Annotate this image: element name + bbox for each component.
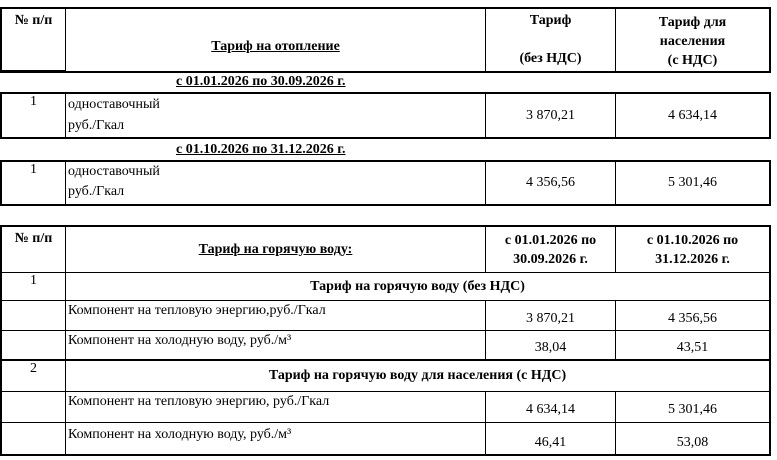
row-label: Компонент на холодную воду, руб./м³ [65, 330, 486, 361]
header-title-text: Тариф на отопление [211, 39, 340, 54]
header-tariff-line1: Тариф [529, 13, 572, 28]
row-name: одноставочный руб./Гкал [65, 160, 486, 206]
empty-cell [0, 300, 66, 331]
row-period-2: 5 301,46 [615, 391, 771, 423]
empty-cell [0, 330, 66, 361]
row-unit-text: руб./Гкал [68, 184, 125, 199]
period-label: с 01.10.2026 по 31.12.2026 г. [176, 142, 346, 157]
header-pop-line3: (с НДС) [667, 53, 718, 68]
header-tariff: Тариф (без НДС) [485, 7, 616, 73]
group-num: 2 [0, 360, 66, 392]
row-period-1: 46,41 [485, 422, 616, 456]
header-tariff-line2: (без НДС) [519, 51, 582, 66]
header-period-1-line1: с 01.01.2026 по [504, 232, 597, 248]
header-num-text: № п/п [14, 13, 53, 28]
row-name-text: одноставочный [68, 164, 160, 179]
header-population: Тариф для населения (с НДС) [615, 7, 771, 73]
header-period-1-line2: 30.09.2026 г. [513, 251, 588, 267]
row-period-1: 4 634,14 [485, 391, 616, 423]
row-period-1: 3 870,21 [485, 300, 616, 331]
row-period-1: 38,04 [485, 330, 616, 361]
header-pop-line1: Тариф для [658, 15, 727, 30]
header-title: Тариф на отопление [65, 7, 486, 73]
header-num: № п/п [0, 225, 66, 273]
empty-cell [0, 422, 66, 456]
row-tariff: 3 870,21 [485, 92, 616, 139]
header-period-2-line1: с 01.10.2026 по [646, 232, 739, 248]
row-name-text: одноставочный [68, 97, 160, 112]
row-name: одноставочный руб./Гкал [65, 92, 486, 139]
row-unit-text: руб./Гкал [68, 118, 125, 133]
header-period-1: с 01.01.2026 по 30.09.2026 г. [485, 225, 616, 273]
row-num: 1 [0, 92, 66, 139]
row-tariff: 4 356,56 [485, 160, 616, 206]
group-title: Тариф на горячую воду (без НДС) [65, 272, 771, 301]
header-num: № п/п [0, 7, 66, 73]
row-period-2: 4 356,56 [615, 300, 771, 331]
row-population: 4 634,14 [615, 92, 771, 139]
row-num: 1 [0, 160, 66, 206]
row-period-2: 53,08 [615, 422, 771, 456]
row-population: 5 301,46 [615, 160, 771, 206]
empty-cell [0, 391, 66, 423]
group-title: Тариф на горячую воду для населения (с Н… [65, 360, 771, 392]
header-title: Тариф на горячую воду: [65, 225, 486, 273]
header-period-2: с 01.10.2026 по 31.12.2026 г. [615, 225, 771, 273]
row-label: Компонент на тепловую энергию, руб./Гкал [65, 391, 486, 423]
group-num: 1 [0, 272, 66, 301]
row-period-2: 43,51 [615, 330, 771, 361]
header-period-2-line2: 31.12.2026 г. [655, 251, 730, 267]
row-label: Компонент на тепловую энергию,руб./Гкал [65, 300, 486, 331]
period-label: с 01.01.2026 по 30.09.2026 г. [176, 74, 346, 89]
row-label: Компонент на холодную воду, руб./м³ [65, 422, 486, 456]
header-pop-line2: населения [659, 34, 726, 49]
